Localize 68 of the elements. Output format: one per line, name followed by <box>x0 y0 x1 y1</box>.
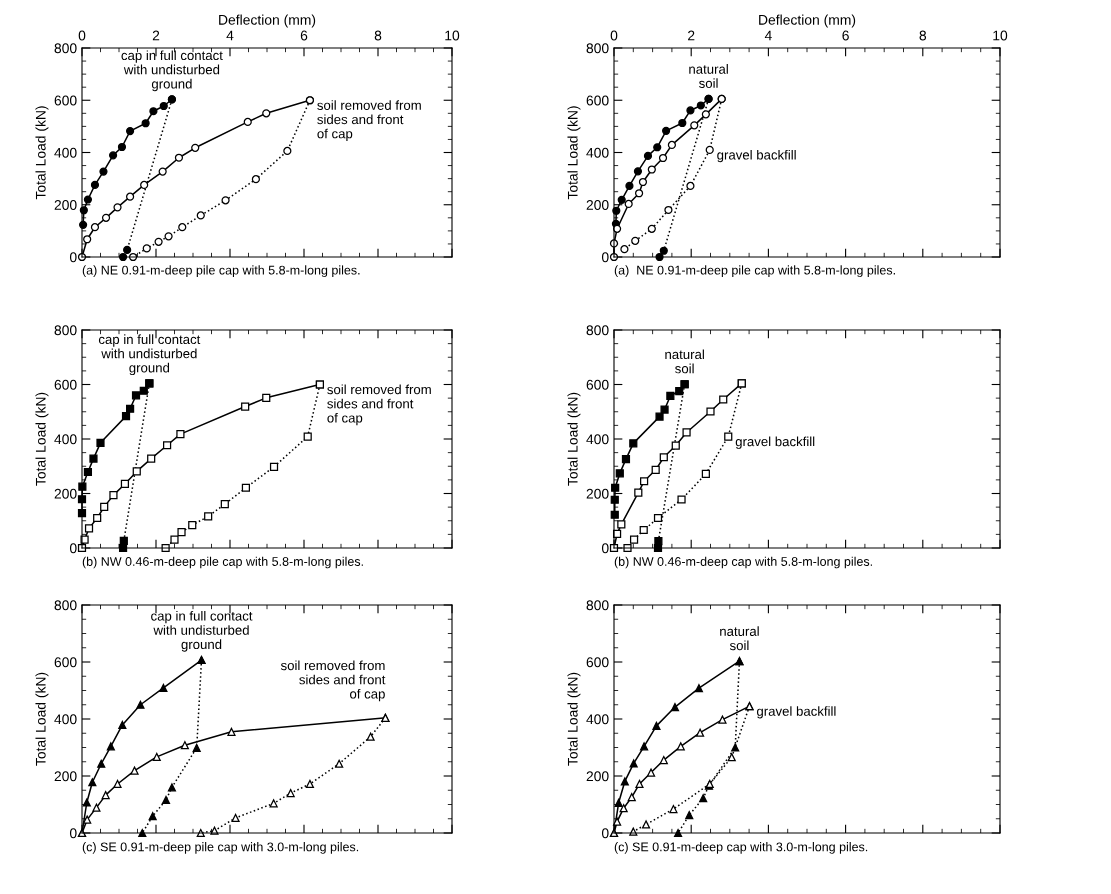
x-tick-label: 4 <box>764 30 772 41</box>
y-tick-label: 0 <box>601 543 609 554</box>
text: (a) NE 0.91-m-deep pile cap with 5.8-m-long piles. <box>614 265 895 278</box>
y-tick-label: 0 <box>69 252 77 263</box>
annotation: soil removed from sides and front of cap <box>280 660 386 702</box>
y-tick-label: 800 <box>586 600 609 611</box>
text: (b) NW 0.46-m-deep cap with 5.8-m-long piles. <box>614 556 872 569</box>
y-axis-title: Total Load (kN) <box>35 672 49 766</box>
y-tick-label: 800 <box>54 43 77 54</box>
y-tick-label: 800 <box>586 325 609 336</box>
text: (c) SE 0.91-m-deep cap with 3.0-m-long piles. <box>614 842 868 854</box>
y-tick-label: 800 <box>54 325 77 336</box>
x-tick-label: 10 <box>445 30 460 41</box>
x-tick-label: 6 <box>300 30 308 41</box>
x-tick-label: 8 <box>374 30 382 41</box>
x-tick-label: 4 <box>226 30 234 41</box>
y-tick-label: 600 <box>586 379 609 390</box>
x-tick-label: 10 <box>993 30 1008 41</box>
y-tick-label: 200 <box>54 771 77 782</box>
annotation: gravel backfill <box>756 706 836 719</box>
y-tick-label: 400 <box>586 147 609 158</box>
y-tick-label: 200 <box>54 200 77 210</box>
annotation: natural soil <box>720 626 759 651</box>
y-tick-label: 600 <box>586 95 609 106</box>
x-tick-label: 6 <box>842 30 849 41</box>
x-tick-label: 0 <box>610 30 618 41</box>
x-axis-title: Deflection (mm) <box>759 14 856 28</box>
text: (c) SE 0.91-m-deep pile cap with 3.0-m-long piles. <box>82 842 359 854</box>
y-tick-label: 400 <box>54 714 77 725</box>
text: (a) NE 0.91-m-deep pile cap with 5.8-m-long piles. <box>82 265 360 278</box>
y-tick-label: 400 <box>54 434 77 445</box>
y-tick-label: 200 <box>54 488 77 499</box>
y-tick-label: 0 <box>601 828 609 839</box>
annotation: cap in full contact with undisturbed ground <box>98 334 201 376</box>
y-tick-label: 800 <box>54 600 77 611</box>
y-tick-label: 200 <box>586 771 609 782</box>
y-tick-label: 200 <box>586 488 609 499</box>
annotation: gravel backfill <box>717 149 796 163</box>
annotation: gravel backfill <box>735 436 815 449</box>
y-axis-title: Total Load (kN) <box>567 106 581 200</box>
y-tick-label: 400 <box>54 147 77 158</box>
annotation: natural soil <box>665 349 704 374</box>
y-tick-label: 800 <box>586 43 609 54</box>
annotation: soil removed from sides and front of cap <box>327 384 431 426</box>
y-axis-title: Total Load (kN) <box>35 106 49 200</box>
y-tick-label: 400 <box>586 714 609 725</box>
text: (b) NW 0.46-m-deep pile cap with 5.8-m-long piles. <box>82 556 363 569</box>
x-tick-label: 8 <box>919 30 927 41</box>
x-tick-label: 2 <box>688 30 695 41</box>
y-axis-title: Total Load (kN) <box>567 672 581 766</box>
annotation: natural soil <box>689 64 728 88</box>
y-tick-label: 200 <box>586 200 609 210</box>
x-tick-label: 2 <box>152 30 160 41</box>
y-tick-label: 600 <box>586 657 609 668</box>
annotation: soil removed from sides and front of cap <box>317 100 421 141</box>
y-tick-label: 0 <box>69 543 77 554</box>
y-tick-label: 0 <box>601 252 609 263</box>
y-tick-label: 600 <box>54 95 77 106</box>
y-tick-label: 0 <box>69 828 77 839</box>
x-axis-title: Deflection (mm) <box>219 14 316 28</box>
x-tick-label: 0 <box>78 30 86 41</box>
y-axis-title: Total Load (kN) <box>35 392 49 486</box>
y-tick-label: 400 <box>586 434 609 445</box>
annotation: cap in full contact with undisturbed ground <box>151 610 253 652</box>
annotation: cap in full contact with undisturbed ground <box>121 50 223 92</box>
y-tick-label: 600 <box>54 657 77 668</box>
y-tick-label: 600 <box>54 379 77 390</box>
y-axis-title: Total Load (kN) <box>567 392 581 486</box>
